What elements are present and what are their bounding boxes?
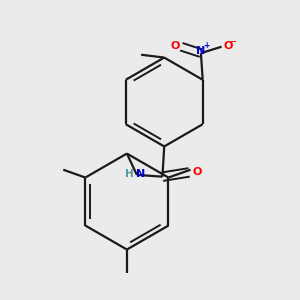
Text: N: N	[136, 169, 146, 179]
Text: O: O	[170, 41, 180, 51]
Text: H: H	[125, 169, 134, 179]
Text: +: +	[203, 41, 209, 50]
Text: −: −	[230, 37, 236, 46]
Text: O: O	[223, 41, 232, 51]
Text: O: O	[192, 167, 202, 177]
Text: N: N	[196, 46, 206, 56]
